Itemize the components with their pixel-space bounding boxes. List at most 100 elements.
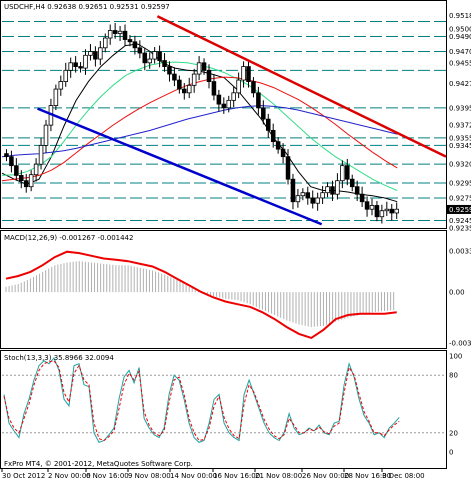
candle-body (310, 197, 315, 204)
candle-body (330, 186, 335, 195)
x-tick-label: 26 Nov 00:00 (302, 472, 349, 480)
price-tick-label: 0.92597 (449, 206, 471, 214)
last-price-tag (447, 204, 471, 214)
candle-body (33, 163, 39, 176)
candle-body (216, 94, 222, 105)
candle-body (88, 51, 93, 56)
candle-body (43, 124, 49, 146)
price-title: USDCHF,H4 0.92638 0.92651 0.92531 0.9259… (4, 3, 170, 11)
candle-body (152, 51, 157, 60)
candle-body (196, 62, 202, 75)
candle-body (73, 62, 78, 67)
candle-body (38, 145, 44, 165)
candle-body (335, 180, 340, 195)
candle-body (374, 205, 380, 218)
macd-series-layer (5, 250, 397, 340)
candle-body (206, 69, 212, 82)
candle-body (14, 165, 19, 176)
candle-body (295, 195, 301, 203)
price-panel[interactable] (0, 0, 447, 229)
candle-body (68, 62, 73, 71)
price-tick-label: 0.93200 (449, 161, 471, 169)
stoch-tick-label: 100 (449, 353, 462, 361)
price-tick-label: 0.92450 (449, 217, 471, 225)
moving-average-line (1, 105, 398, 158)
candle-body (345, 165, 350, 180)
copyright-footer: FxPro MT4, © 2001-2012, MetaQuotes Softw… (4, 460, 193, 468)
price-tick-label: 0.94275 (449, 80, 471, 88)
candle-body (221, 103, 227, 109)
x-tick-label: 30 Oct 2012 (2, 472, 45, 480)
candle-body (246, 66, 251, 82)
candle-body (285, 156, 291, 180)
candle-body (83, 54, 88, 69)
price-tick-label: 0.94900 (449, 33, 471, 41)
x-tick-label: 6 Nov 16:00 (86, 472, 129, 480)
candle-body (78, 66, 83, 69)
x-tick-label: 14 Nov 00:00 (170, 472, 217, 480)
stoch-panel[interactable] (0, 350, 447, 469)
trendline (156, 15, 447, 158)
candle-body (172, 73, 177, 81)
candle-body (349, 178, 355, 188)
candle-body (9, 156, 14, 167)
candle-body (389, 208, 395, 214)
trendline (37, 107, 323, 226)
candle-body (256, 92, 261, 109)
candle-body (354, 186, 360, 195)
macd-title: MACD(12,26,9) -0.001267 -0.001442 (4, 234, 133, 242)
macd-panel[interactable] (0, 230, 447, 349)
candle-body (241, 66, 246, 81)
price-tick-label: 0.93950 (449, 104, 471, 112)
price-series-layer (1, 15, 447, 226)
candle-body (359, 193, 365, 203)
stoch-tick-label: 20 (449, 429, 458, 437)
candle-body (300, 192, 306, 197)
candle-body (147, 58, 152, 64)
candle-body (191, 73, 197, 86)
candle-body (369, 205, 375, 210)
macd-tick-label: 0.00330 (449, 248, 471, 256)
price-tick-label: 0.94700 (449, 48, 471, 56)
x-tick-label: 21 Nov 08:00 (255, 472, 302, 480)
candle-body (226, 99, 232, 109)
candle-body (251, 81, 256, 94)
candle-body (142, 52, 148, 64)
candle-body (325, 186, 330, 194)
candle-body (28, 174, 34, 188)
stoch-title: Stoch(13,3,3) 35.8966 32.0094 (4, 354, 114, 362)
price-tick-label: 0.92750 (449, 194, 471, 202)
candle-body (167, 66, 172, 75)
candle-body (98, 47, 103, 60)
price-tick-label: 0.93550 (449, 134, 471, 142)
candle-body (19, 175, 24, 182)
stoch-tick-label: 0 (449, 449, 453, 457)
price-tick-label: 0.95180 (449, 12, 471, 20)
candle-body (265, 118, 271, 131)
candle-body (231, 92, 236, 101)
candle-body (320, 192, 325, 199)
candle-body (364, 201, 370, 210)
candle-body (270, 129, 276, 143)
price-tick-label: 0.93450 (449, 142, 471, 150)
candle-body (182, 88, 187, 94)
candle-body (315, 197, 320, 204)
x-tick-label: 28 Nov 16:00 (344, 472, 391, 480)
candle-body (211, 81, 217, 96)
x-tick-label: 16 Nov 16:00 (213, 472, 260, 480)
candle-body (162, 60, 167, 67)
price-tick-label: 0.92950 (449, 179, 471, 187)
candle-body (107, 30, 113, 39)
candle-body (127, 39, 133, 43)
candle-body (261, 107, 266, 120)
price-tick-label: 0.93725 (449, 121, 471, 129)
candle-body (122, 30, 128, 40)
candle-body (102, 37, 108, 49)
macd-signal-line (5, 250, 397, 340)
candle-body (157, 51, 162, 61)
x-tick-label: 3 Dec 08:00 (382, 472, 425, 480)
candle-body (132, 41, 138, 49)
candle-body (290, 178, 296, 203)
x-tick-label: 9 Nov 08:00 (128, 472, 171, 480)
candle-body (112, 30, 118, 34)
